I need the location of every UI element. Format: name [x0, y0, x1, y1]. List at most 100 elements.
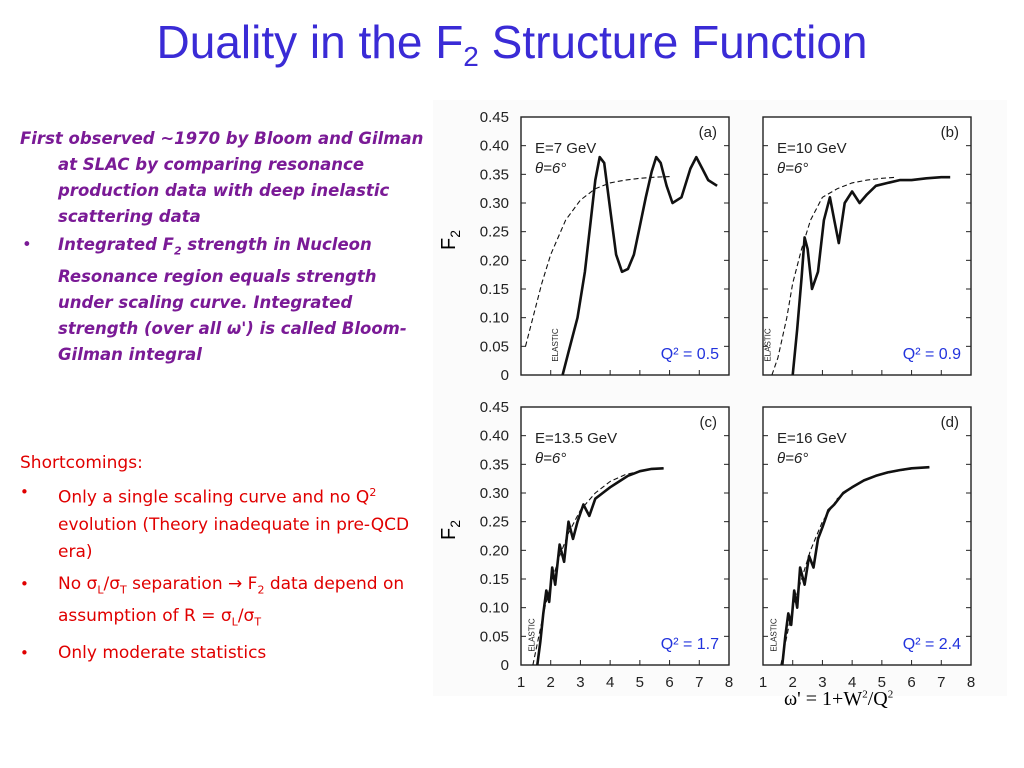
panel-frame [762, 406, 972, 666]
x-axis-omega: ω' = 1+W [784, 688, 863, 710]
y-axis-label: F2 [438, 520, 463, 540]
y-tick-label: 0.35 [480, 456, 509, 473]
item2-slash: / [237, 606, 244, 627]
item2-T: T [119, 583, 127, 597]
x-axis-label: ω' = 1+W2/Q2 [784, 688, 893, 711]
energy-label: E=10 GeV [777, 140, 847, 157]
x-tick-label: 1 [759, 674, 767, 691]
resonance-data-curve [561, 155, 718, 376]
energy-label: E=7 GeV [535, 140, 596, 157]
q2-label: Q² = 1.7 [661, 636, 719, 653]
y-tick-label: 0.15 [480, 281, 509, 298]
item2-sigma: σ [220, 606, 232, 627]
y-tick-label: 0.25 [480, 514, 509, 531]
panel-d: 1 2 3 4 5 6 7 8 E=16 GeV θ=6° (d) Q² = 2.4 ELASTIC [759, 406, 975, 691]
y-tick-label: 0.10 [480, 600, 509, 617]
y-tick-label: 0.05 [480, 338, 509, 355]
y-axis-label-main: F [438, 528, 460, 540]
y-tick-label: 0.20 [480, 542, 509, 559]
item2-slash: / [103, 573, 110, 594]
intro-bullet-text: Integrated F2 strength in Nucleon Resona… [58, 232, 430, 368]
y-tick-label: 0.45 [480, 399, 509, 416]
q2-label: Q² = 2.4 [903, 636, 961, 653]
item2-L: L [97, 583, 104, 597]
bullet2-part3: ) is called Bloom-Gilman integral [58, 319, 407, 365]
item2-L: L [231, 615, 238, 629]
elastic-label: ELASTIC [527, 618, 536, 652]
intro-bullet: • Integrated F2 strength in Nucleon Reso… [20, 232, 430, 368]
item2-sigma: σ [86, 573, 98, 594]
y-axis-label: F2 [438, 230, 463, 250]
item1-a: Only a single scaling curve and no Q [58, 487, 370, 508]
q2-label: Q² = 0.5 [661, 346, 719, 363]
x-tick-label: 2 [789, 674, 797, 691]
x-tick-label: 3 [818, 674, 826, 691]
scaling-curve [524, 176, 670, 347]
x-tick-label: 6 [665, 674, 673, 691]
bullet-icon: • [20, 483, 29, 501]
energy-label: E=13.5 GeV [535, 430, 617, 447]
x-axis-sup2: 2 [887, 688, 894, 701]
bullet2-part2: strength in Nucleon Resonance region equ… [58, 235, 377, 339]
x-tick-label: 2 [547, 674, 555, 691]
elastic-label: ELASTIC [763, 328, 772, 362]
figure-panel: 0 0.05 0.10 0.15 0.20 0.25 0.30 0.35 0.40 0.45 E=7… [433, 100, 1007, 696]
x-axis-sup: 2 [862, 688, 868, 701]
elastic-label: ELASTIC [769, 618, 778, 652]
y-tick-label: 0 [501, 367, 509, 384]
shortcoming-item-2: • No σL/σT separation → F2 data depend o… [20, 571, 430, 636]
resonance-data-curve [781, 465, 930, 666]
bullet-icon: • [20, 644, 29, 663]
y-tick-label: 0.15 [480, 571, 509, 588]
shortcomings-block: Shortcomings: • Only a single scaling cu… [20, 450, 430, 672]
resonance-data-curve [791, 175, 951, 376]
x-axis-rest: /Q [867, 688, 888, 710]
x-tick-label: 8 [967, 674, 975, 691]
panel-a: 0 0.05 0.10 0.15 0.20 0.25 0.30 0.35 0.40 0.45 E=7… [438, 109, 730, 384]
resonance-data-curve [536, 467, 664, 666]
bullet-icon: • [20, 574, 29, 593]
y-tick-label: 0.20 [480, 252, 509, 269]
intro-text-block: First observed ~1970 by Bloom and Gilman… [20, 126, 430, 368]
x-tick-label: 7 [937, 674, 945, 691]
x-tick-label: 4 [606, 674, 614, 691]
y-tick-label: 0.05 [480, 628, 509, 645]
bullet-icon: • [22, 235, 32, 254]
y-axis-label-sub: 2 [447, 230, 463, 238]
x-tick-label: 4 [848, 674, 856, 691]
item2-sub2: 2 [257, 583, 265, 597]
item1-sup: 2 [369, 486, 377, 499]
shortcoming-item-1-text: Only a single scaling curve and no Q2 ev… [58, 479, 430, 566]
y-tick-label: 0.25 [480, 224, 509, 241]
angle-label: θ=6° [777, 450, 808, 467]
shortcoming-item-1: • Only a single scaling curve and no Q2 … [20, 479, 430, 566]
y-tick-label: 0.10 [480, 310, 509, 327]
intro-paragraph: First observed ~1970 by Bloom and Gilman… [20, 129, 424, 226]
title-rest: Structure Function [478, 16, 868, 68]
shortcomings-heading: Shortcomings: [20, 453, 143, 473]
item2-b: separation → F [126, 573, 258, 594]
x-tick-label: 7 [695, 674, 703, 691]
item2-sigma: σ [243, 606, 255, 627]
item2-sigma: σ [109, 573, 120, 594]
y-tick-label: 0.30 [480, 485, 509, 502]
shortcoming-item-3-text: Only moderate statistics [58, 643, 267, 664]
elastic-label: ELASTIC [551, 328, 560, 362]
bullet2-omega: ω' [226, 319, 247, 339]
x-tick-label: 5 [878, 674, 886, 691]
y-axis-label-main: F [438, 238, 460, 250]
q2-label: Q² = 0.9 [903, 346, 961, 363]
scaling-curve [771, 176, 897, 376]
chart-grid: 0 0.05 0.10 0.15 0.20 0.25 0.30 0.35 0.40 0.45 E=7… [438, 109, 975, 691]
x-tick-label: 8 [725, 674, 733, 691]
y-tick-label: 0.40 [480, 428, 509, 445]
x-tick-label: 1 [517, 674, 525, 691]
bullet2-part1: Integrated F [58, 235, 174, 254]
item2-a: No [58, 573, 87, 594]
item2-T: T [254, 615, 262, 629]
panel-letter: (a) [699, 124, 717, 141]
y-tick-label: 0.45 [480, 109, 509, 126]
angle-label: θ=6° [535, 160, 566, 177]
y-tick-label: 0 [501, 657, 509, 674]
y-tick-label: 0.30 [480, 195, 509, 212]
